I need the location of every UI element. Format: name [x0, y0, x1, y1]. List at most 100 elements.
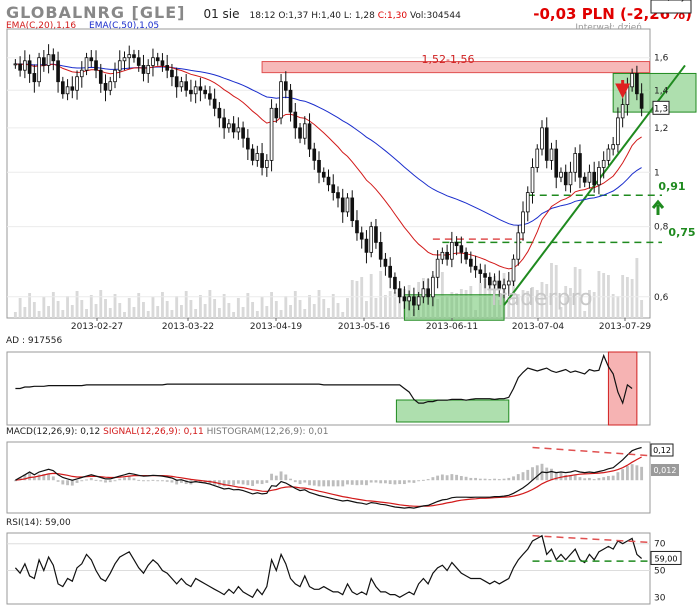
candle-body: [345, 197, 350, 213]
candle-body: [279, 81, 283, 119]
candle-body: [217, 107, 222, 119]
candle: [321, 167, 326, 183]
histogram-bar: [521, 472, 525, 481]
rsi-plot: 70 50 30 59,00: [7, 534, 682, 603]
histogram-bar: [308, 480, 311, 486]
candle: [355, 210, 359, 241]
rsi-panel-title: RSI(14): 59,00: [6, 518, 71, 528]
histogram-bar: [374, 480, 378, 483]
volume-bar: [132, 307, 136, 318]
candle: [307, 113, 312, 157]
candle-body: [108, 81, 113, 91]
candle-body: [283, 81, 288, 91]
histogram-bar: [298, 480, 302, 485]
candle: [236, 117, 241, 140]
time-readout: 18:12: [249, 11, 276, 21]
rsi-tick-label: 50: [654, 567, 666, 577]
candle: [264, 154, 269, 177]
volume-bar: [602, 273, 606, 318]
candle-body: [288, 89, 293, 113]
histogram-bar: [360, 480, 364, 485]
volume-bar: [47, 306, 51, 318]
histogram-bar: [151, 479, 155, 481]
ad-value-box: [650, 0, 692, 14]
volume-bar: [531, 287, 534, 318]
volume-bar: [217, 308, 221, 318]
candle: [89, 50, 94, 68]
histogram-bar: [170, 480, 174, 483]
candle: [246, 129, 250, 161]
candle-body: [549, 148, 554, 161]
resistance-label: 1,52-1,56: [422, 53, 475, 66]
histogram-bar: [355, 480, 359, 486]
candle: [502, 278, 506, 299]
histogram-bar: [493, 478, 496, 481]
candle: [435, 250, 440, 289]
volume-bar: [564, 286, 568, 318]
histogram-bar: [104, 480, 107, 483]
candle: [65, 79, 70, 101]
candle: [222, 108, 226, 139]
y-tick-label: 1: [654, 168, 660, 178]
histogram-bar: [85, 479, 88, 481]
histogram-bar: [198, 480, 202, 483]
candle: [369, 221, 374, 258]
volume-bar: [540, 282, 544, 318]
candle-body: [160, 60, 165, 66]
histogram-bar: [407, 480, 411, 483]
macd-value-box: [650, 443, 674, 457]
candle: [274, 103, 279, 123]
candle: [288, 84, 293, 122]
y-tick-label: 0,8: [654, 223, 669, 233]
volume-bar: [123, 312, 126, 318]
candle-body: [222, 117, 226, 129]
candle: [592, 161, 597, 193]
candle-body: [597, 167, 601, 186]
candle-body: [132, 54, 136, 59]
volume-bar: [151, 297, 155, 318]
candle: [601, 151, 606, 179]
volume-bar: [104, 299, 107, 318]
volume-bar: [13, 312, 17, 318]
candle: [497, 270, 502, 297]
candle: [340, 188, 345, 223]
volume-bar: [336, 303, 340, 318]
candle: [378, 231, 383, 268]
volume-bar: [156, 306, 160, 318]
volume-bar: [175, 296, 179, 318]
candle-body: [198, 86, 203, 91]
candle-body: [79, 69, 84, 78]
candle-body: [37, 57, 41, 83]
candle-body: [397, 288, 402, 298]
volume-bar: [213, 299, 217, 318]
candle: [79, 61, 84, 88]
buy-arrow: [651, 199, 665, 215]
histogram-bar: [265, 480, 269, 483]
histogram-bar: [94, 479, 98, 481]
ad-accumulation-zone: [395, 399, 510, 423]
candle: [573, 147, 578, 182]
candle: [13, 59, 18, 69]
histogram-bar: [412, 480, 416, 483]
candle: [469, 251, 473, 273]
histogram-bar: [341, 480, 345, 487]
histogram-bar: [70, 480, 74, 486]
histogram-bar: [621, 469, 625, 481]
candle-body: [616, 117, 620, 146]
candle: [350, 190, 355, 228]
candle: [32, 64, 37, 93]
candle-body: [260, 153, 264, 168]
histogram-bar: [564, 474, 568, 481]
histogram-bar: [80, 480, 84, 482]
candle-body: [393, 276, 397, 290]
candle-body: [23, 60, 27, 71]
histogram-bar: [108, 480, 112, 483]
macd-plot: 0,12 0,012: [13, 443, 679, 509]
candle: [426, 278, 430, 305]
volume-bar: [89, 295, 93, 318]
candle-body: [559, 171, 563, 178]
histogram-bar: [184, 480, 188, 485]
candle: [516, 225, 521, 266]
ad-plot: 917,6 tyś: [15, 0, 692, 426]
